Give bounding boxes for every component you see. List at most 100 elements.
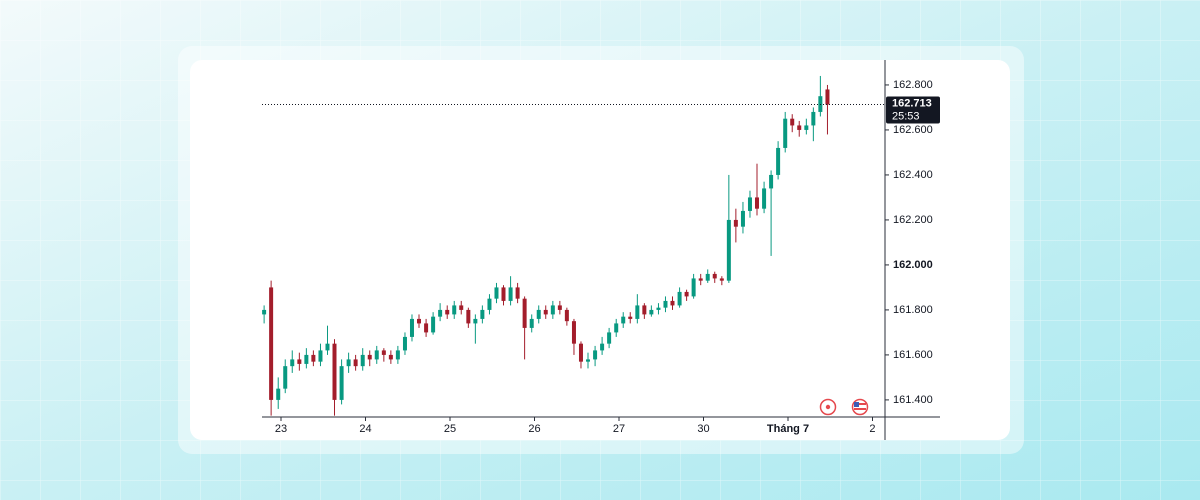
candle-body [663,300,668,308]
y-tick-label: 162.800 [893,79,933,91]
candle-body [698,278,703,281]
candle-body [642,305,647,315]
x-tick-label: Tháng 7 [767,423,809,435]
x-tick-label: 27 [613,423,625,435]
candle-body [452,305,457,315]
candle-body [557,305,562,310]
candle-body [543,309,548,315]
candle-body [550,305,555,315]
candle-body [783,118,788,148]
y-tick-label: 162.000 [893,259,933,271]
candle-body [466,309,471,324]
x-tick-label: 26 [528,423,540,435]
candle-body [585,359,590,362]
card [190,60,1010,440]
candle-body [522,298,527,328]
candle-body [804,125,809,130]
candle-body [529,318,534,328]
x-tick-label: 24 [359,423,371,435]
candle-body [480,309,485,319]
candle-body [790,118,795,126]
candle-body [621,316,626,324]
candle-body [494,287,499,299]
candle-body [515,287,520,299]
candle-body [381,350,386,355]
candle-body [438,309,443,317]
candle-body [332,343,337,400]
candle-body [445,309,450,315]
candle-body [409,318,414,337]
candle-body [395,350,400,360]
candle-body [402,336,407,351]
candle-body [719,278,724,281]
candle-body [691,278,696,297]
candle-body [811,111,816,126]
candle-body [339,366,344,400]
candle-body [290,359,295,367]
candle-body [635,305,640,319]
y-tick-label: 162.600 [893,124,933,136]
y-tick-label: 161.400 [893,394,933,406]
candle-body [747,197,752,211]
flag-icon[interactable] [851,398,869,416]
candle-body [733,219,738,227]
candle-body [593,350,598,360]
candle-body [762,188,767,209]
candle-body [649,309,654,315]
candle-body [501,287,506,301]
candle-body [508,287,513,301]
candle-body [769,174,774,189]
last-price-badge [886,96,940,124]
candle-body [564,309,569,322]
candle-body [726,219,731,281]
candle-body [825,89,830,105]
candle-body [670,300,675,306]
candle-body [304,354,309,364]
candle-body [656,307,661,310]
candle-body [424,323,429,333]
candle-body [473,318,478,324]
candle-body [578,343,583,362]
candles [262,75,830,416]
candle-body [360,354,365,367]
y-tick-label: 161.800 [893,304,933,316]
countdown-label: 25:53 [892,110,920,122]
candle-body [388,354,393,360]
candle-body [677,291,682,306]
candle-body [536,309,541,319]
candle-body [276,388,281,400]
candle-body [571,321,576,344]
x-tick-label: 23 [275,423,287,435]
candle-body [628,316,633,319]
last-price-label: 162.713 [892,97,932,109]
candle-body [487,298,492,310]
candle-body [740,210,745,227]
x-tick-label: 30 [697,423,709,435]
candle-body [346,359,351,367]
candle-body [318,350,323,362]
candle-body [754,197,759,209]
candle-body [459,305,464,310]
candle-body [269,287,274,400]
event-icon[interactable] [819,398,837,416]
candle-body [283,366,288,389]
candle-body [367,354,372,360]
x-tick-label: 25 [444,423,456,435]
candle-body [776,147,781,175]
candle-body [614,323,619,333]
y-tick-label: 161.600 [893,349,933,361]
candle-body [416,318,421,324]
candle-body [712,273,717,279]
candle-body [325,343,330,351]
y-tick-label: 162.400 [893,169,933,181]
x-tick-label: 2 [869,423,875,435]
candle-body [705,273,710,281]
candle-body [600,343,605,351]
candle-body [374,350,379,360]
candle-body [431,316,436,333]
candle-body [311,354,316,362]
y-tick-label: 162.200 [893,214,933,226]
candle-body [684,291,689,297]
